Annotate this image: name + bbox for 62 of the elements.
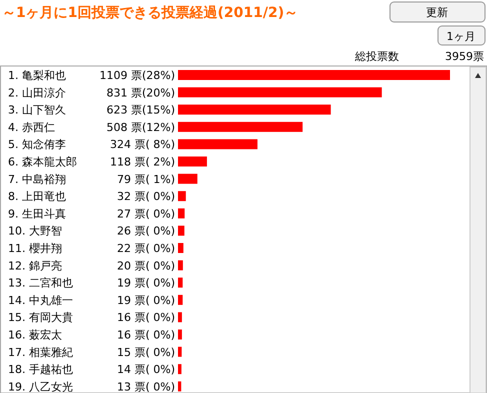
text: 3959票: [445, 50, 484, 63]
data-label: 16 票( 0%): [116, 328, 175, 342]
y-tick-label: 15. 有岡大貴: [8, 311, 73, 324]
bar: [178, 312, 182, 322]
y-tick-label: 10. 大野智: [8, 224, 62, 238]
bar: [178, 174, 198, 184]
text: 総投票数: [354, 50, 399, 63]
bar: [178, 330, 182, 340]
bar: [178, 191, 186, 202]
y-tick-label: 7. 中島裕翔: [8, 172, 66, 186]
bar: [178, 346, 182, 357]
bar: [178, 70, 450, 80]
data-label: 324 票( 8%): [110, 138, 175, 152]
y-tick-label: 13. 二宮和也: [8, 276, 73, 290]
y-tick-label: 8. 上田竜也: [8, 190, 66, 204]
data-label: 32 票( 0%): [116, 190, 175, 204]
y-tick-label: 14. 中丸雄一: [8, 294, 73, 307]
text: 1ヶ月: [446, 30, 476, 43]
data-label: 16 票( 0%): [116, 311, 175, 324]
bar: [178, 122, 303, 132]
bar: [178, 243, 184, 253]
bar: [178, 139, 258, 150]
y-tick-label: 9. 生田斗真: [8, 207, 66, 220]
bar: [178, 87, 382, 98]
bar: [178, 381, 182, 392]
y-tick-label: 6. 森本龍太郎: [8, 156, 77, 168]
y-tick-label: 3. 山下智久: [8, 104, 66, 117]
data-label: 19 票( 0%): [116, 276, 175, 290]
data-label: 508 票(12%): [106, 120, 175, 134]
y-tick-label: 18. 手越祐也: [8, 363, 73, 376]
data-label: 13 票( 0%): [116, 380, 175, 393]
y-tick-label: 16. 薮宏太: [8, 328, 62, 342]
data-label: 831 票(20%): [106, 86, 175, 100]
bar: [178, 156, 207, 166]
data-label: 623 票(15%): [106, 104, 175, 117]
bar: [178, 208, 185, 218]
data-label: 19 票( 0%): [116, 294, 175, 307]
y-tick-label: 11. 櫻井翔: [8, 242, 62, 255]
chart-title: ～1ヶ月に1回投票できる投票経過(2011/2)～: [2, 5, 298, 21]
data-label: 26 票( 0%): [116, 224, 175, 238]
bar: [178, 364, 182, 374]
data-label: 118 票( 2%): [110, 156, 175, 168]
text: 更新: [426, 6, 448, 19]
y-tick-label: 1. 亀梨和也: [8, 69, 66, 82]
data-label: 1109 票(28%): [99, 69, 175, 82]
y-tick-label: 17. 相葉雅紀: [8, 346, 73, 359]
bar: [178, 260, 183, 270]
data-label: 27 票( 0%): [116, 207, 175, 220]
bar: [178, 104, 331, 115]
data-label: 14 票( 0%): [116, 363, 175, 376]
data-label: 79 票( 1%): [116, 172, 175, 186]
bar: [178, 226, 184, 236]
y-tick-label: 4. 赤西仁: [8, 120, 55, 134]
bar: [178, 294, 183, 305]
y-tick-label: 5. 知念侑李: [8, 138, 66, 152]
bar: [178, 278, 183, 288]
data-label: 22 票( 0%): [116, 242, 175, 255]
y-tick-label: 2. 山田涼介: [8, 86, 66, 100]
data-label: 20 票( 0%): [116, 259, 175, 272]
y-tick-label: 19. 八乙女光: [8, 380, 73, 393]
data-label: 15 票( 0%): [116, 346, 175, 359]
y-tick-label: 12. 錦戸亮: [8, 259, 62, 272]
